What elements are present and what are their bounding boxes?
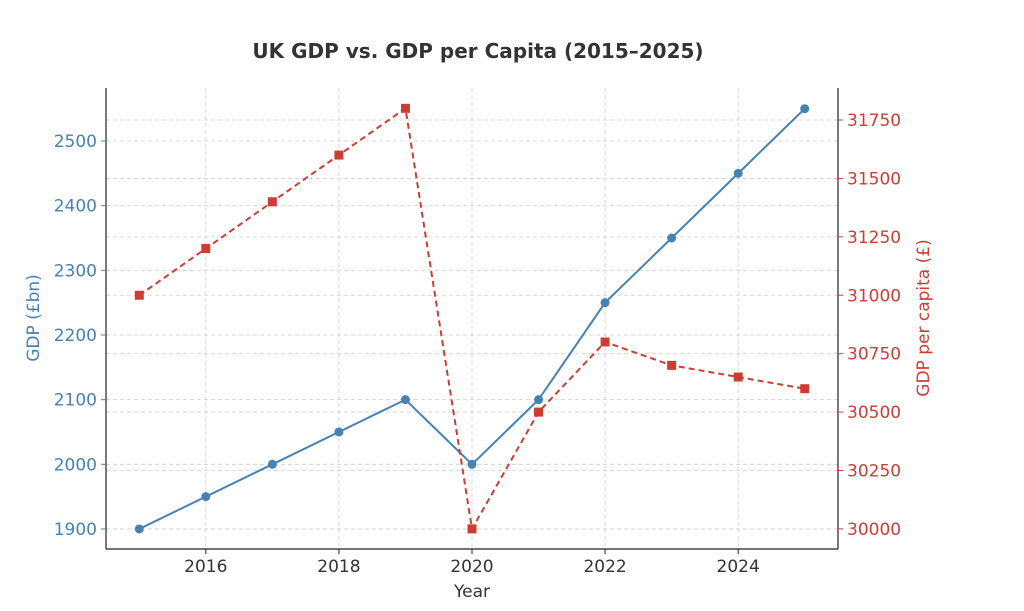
x-tick-label: 2022 — [583, 557, 626, 577]
data-point-gdp — [733, 168, 743, 178]
data-point-gdp — [667, 233, 677, 243]
y-left-tick-label: 2100 — [54, 391, 97, 411]
y-left-tick-label: 2400 — [54, 197, 97, 217]
data-point-gdp — [534, 395, 544, 405]
data-point-gdp — [134, 524, 144, 534]
y-axis-right-label: GDP per capita (£) — [914, 239, 934, 396]
axes: 2016 2018 2020 2022 2024 1900 2000 2100 2200 2300… — [54, 88, 901, 577]
grid — [106, 88, 838, 549]
y-right-tick-label: 30500 — [847, 403, 901, 423]
y-right-tick-label: 30250 — [847, 461, 901, 481]
data-point-gdp — [267, 459, 277, 469]
y-right-tick-label: 31250 — [847, 228, 901, 248]
data-point-gdp — [800, 104, 810, 114]
data-point-gdp — [600, 298, 610, 308]
data-point-gdp-per-capita — [800, 384, 810, 394]
x-tick-label: 2018 — [317, 557, 360, 577]
data-point-gdp-per-capita — [201, 244, 211, 254]
data-point-gdp — [467, 459, 477, 469]
series-layer — [134, 103, 810, 534]
y-right-tick-label: 31000 — [847, 286, 901, 306]
data-point-gdp-per-capita — [667, 360, 677, 370]
chart-title: UK GDP vs. GDP per Capita (2015–2025) — [252, 39, 703, 63]
data-point-gdp-per-capita — [534, 407, 544, 417]
data-point-gdp-per-capita — [134, 290, 144, 300]
y-left-tick-label: 2000 — [54, 455, 97, 475]
data-point-gdp-per-capita — [334, 150, 344, 160]
data-point-gdp — [334, 427, 344, 437]
data-point-gdp-per-capita — [733, 372, 743, 382]
y-left-tick-label: 2300 — [54, 261, 97, 281]
data-point-gdp-per-capita — [267, 197, 277, 207]
y-right-tick-label: 30000 — [847, 520, 901, 540]
data-point-gdp — [201, 492, 211, 502]
y-right-tick-label: 31750 — [847, 111, 901, 131]
y-axis-left-label: GDP (£bn) — [24, 274, 44, 362]
data-point-gdp-per-capita — [400, 103, 410, 113]
y-right-tick-label: 30750 — [847, 345, 901, 365]
y-left-tick-label: 2200 — [54, 326, 97, 346]
x-axis-label: Year — [453, 582, 490, 602]
y-left-tick-label: 1900 — [54, 520, 97, 540]
y-right-tick-label: 31500 — [847, 169, 901, 189]
y-left-tick-label: 2500 — [54, 132, 97, 152]
x-tick-label: 2016 — [184, 557, 227, 577]
x-tick-label: 2024 — [717, 557, 760, 577]
data-point-gdp — [400, 395, 410, 405]
data-point-gdp-per-capita — [467, 524, 477, 534]
data-point-gdp-per-capita — [600, 337, 610, 347]
x-tick-label: 2020 — [450, 557, 493, 577]
